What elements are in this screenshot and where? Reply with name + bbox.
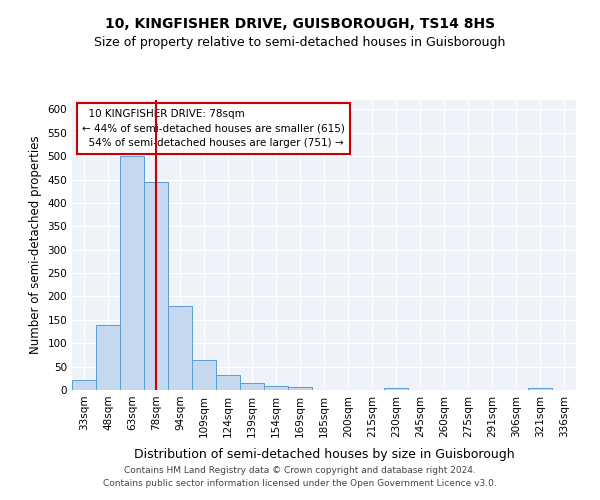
Bar bbox=[72, 380, 96, 390]
Y-axis label: Number of semi-detached properties: Number of semi-detached properties bbox=[29, 136, 42, 354]
Bar bbox=[192, 360, 216, 390]
Bar bbox=[264, 386, 288, 390]
Bar bbox=[528, 388, 552, 390]
Text: Size of property relative to semi-detached houses in Guisborough: Size of property relative to semi-detach… bbox=[94, 36, 506, 49]
X-axis label: Distribution of semi-detached houses by size in Guisborough: Distribution of semi-detached houses by … bbox=[134, 448, 514, 461]
Bar bbox=[384, 388, 408, 390]
Text: 10 KINGFISHER DRIVE: 78sqm
← 44% of semi-detached houses are smaller (615)
  54%: 10 KINGFISHER DRIVE: 78sqm ← 44% of semi… bbox=[82, 108, 345, 148]
Bar bbox=[288, 387, 312, 390]
Text: Contains HM Land Registry data © Crown copyright and database right 2024.
Contai: Contains HM Land Registry data © Crown c… bbox=[103, 466, 497, 487]
Bar bbox=[216, 374, 240, 390]
Bar bbox=[240, 382, 264, 390]
Bar bbox=[120, 156, 144, 390]
Text: 10, KINGFISHER DRIVE, GUISBOROUGH, TS14 8HS: 10, KINGFISHER DRIVE, GUISBOROUGH, TS14 … bbox=[105, 18, 495, 32]
Bar bbox=[96, 324, 120, 390]
Bar bbox=[168, 306, 192, 390]
Bar bbox=[144, 182, 168, 390]
